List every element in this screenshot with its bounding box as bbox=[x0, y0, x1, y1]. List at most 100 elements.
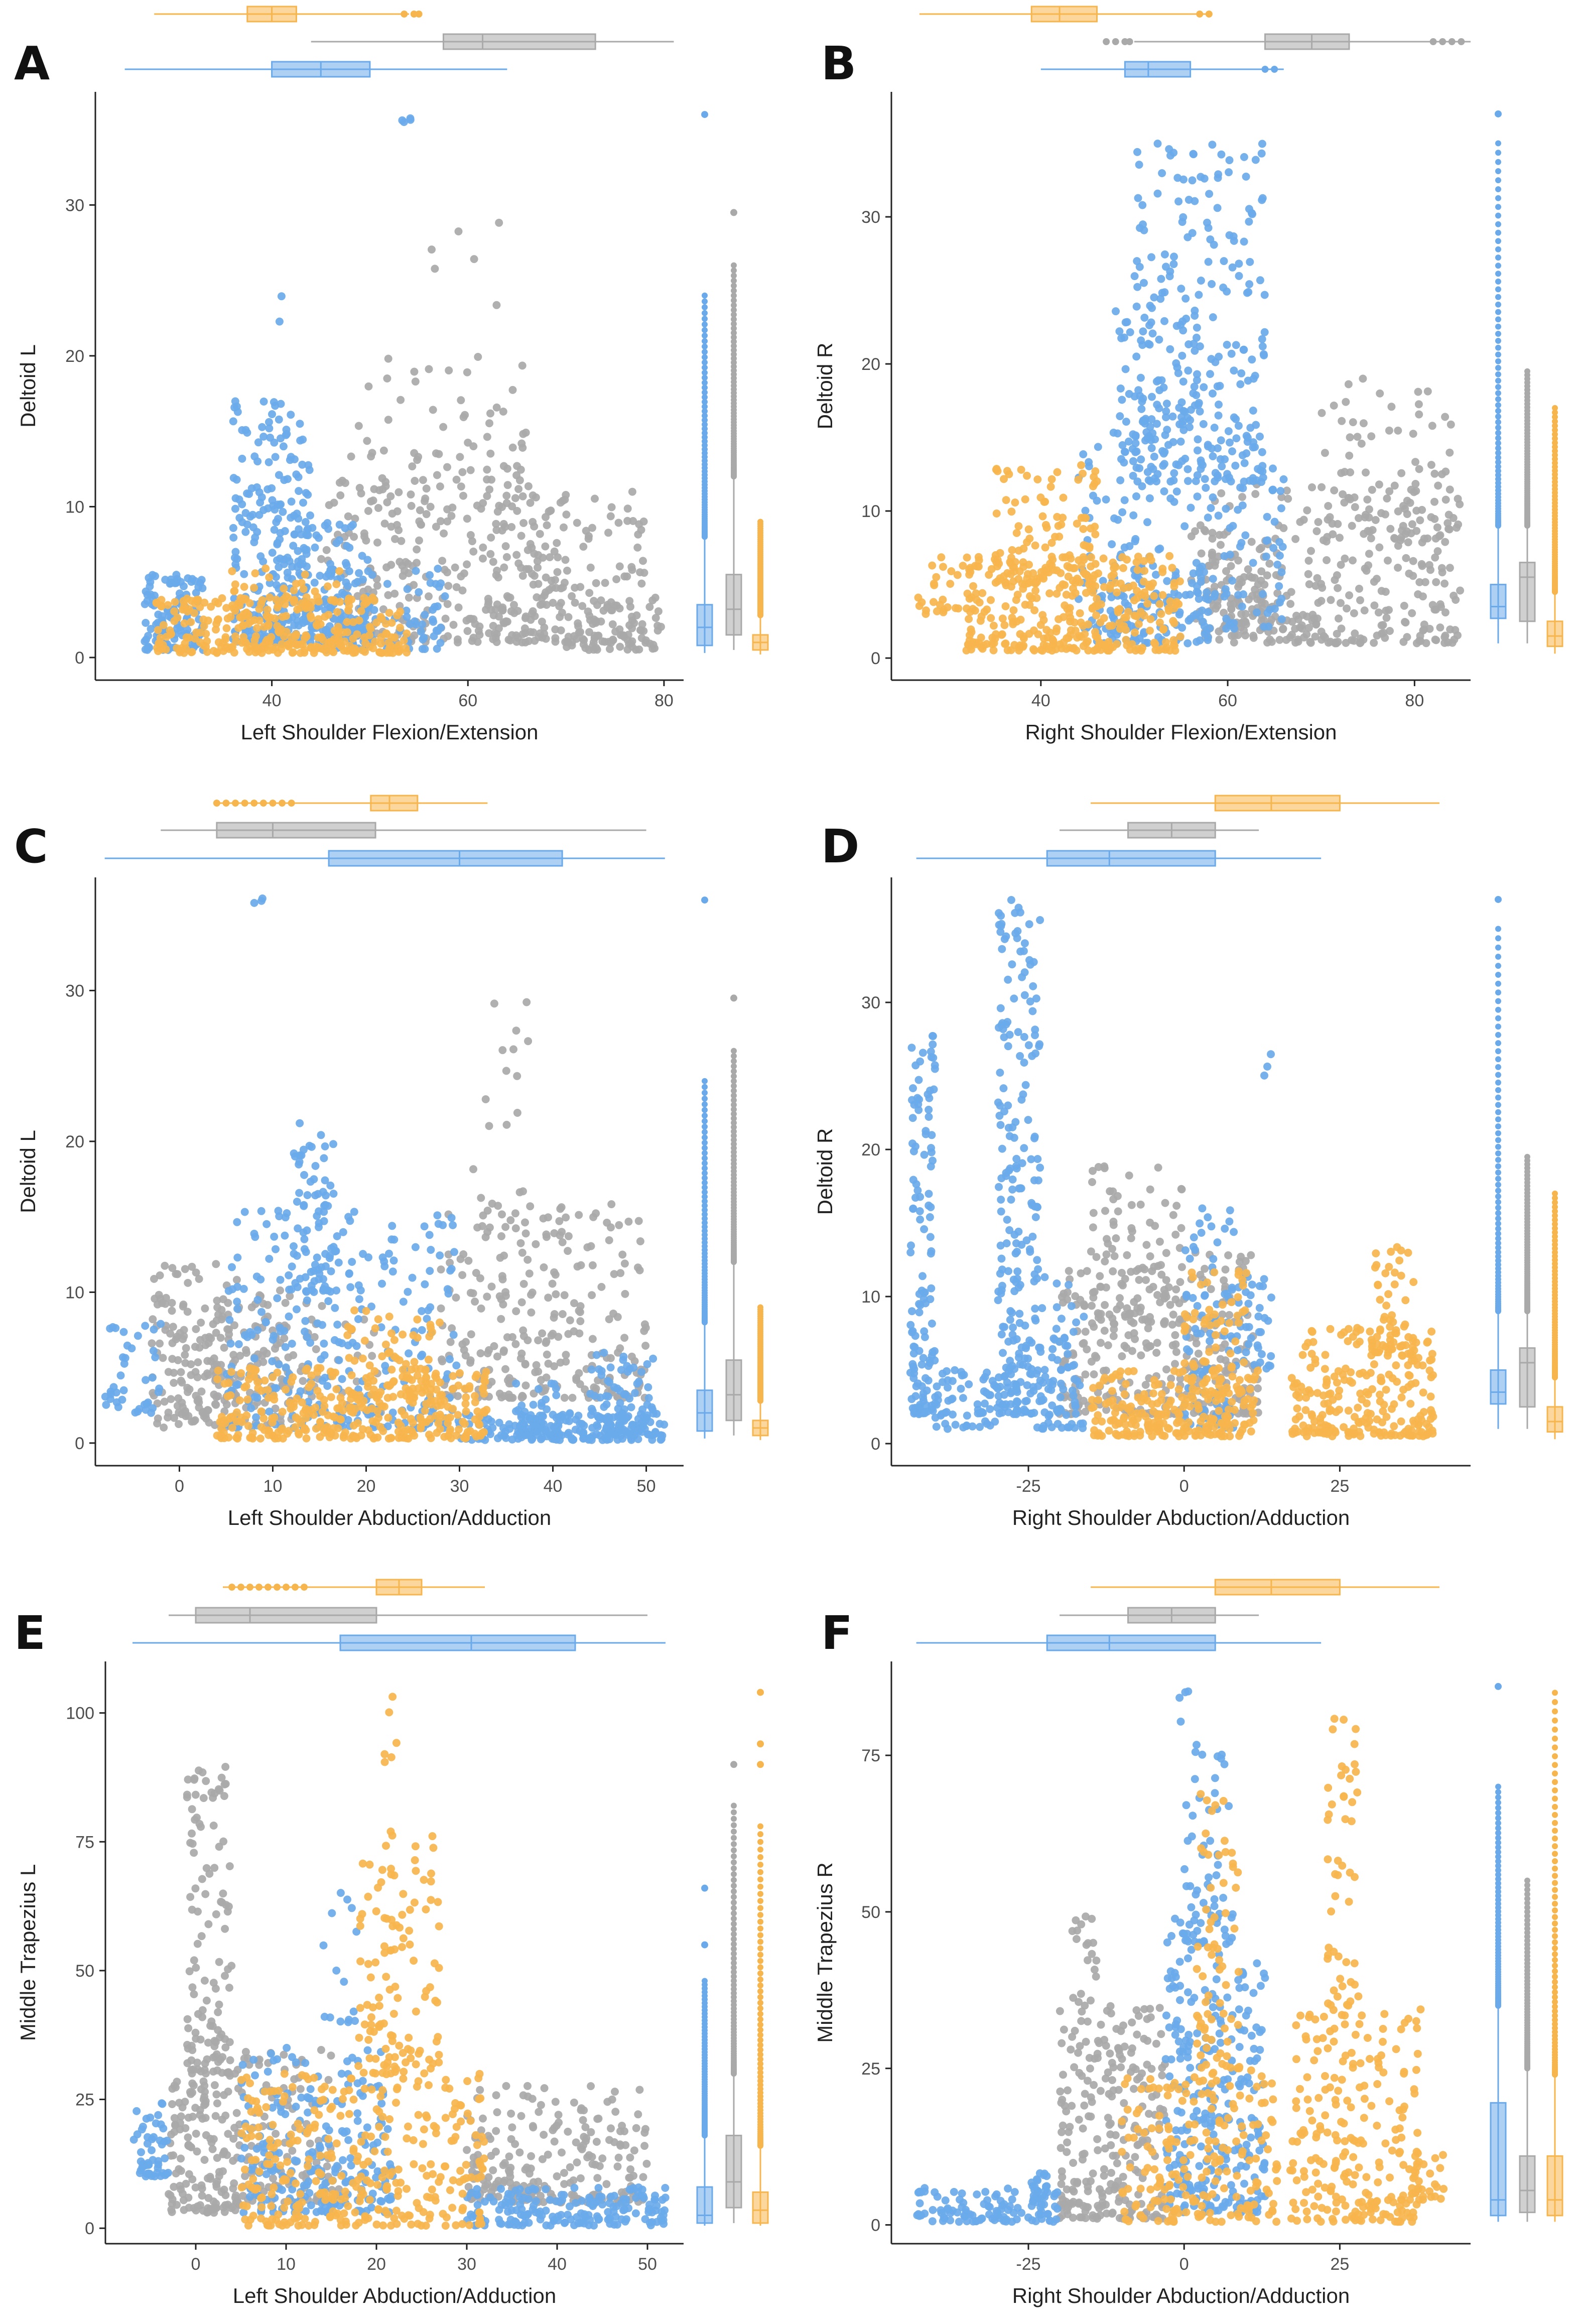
point-gray bbox=[564, 638, 572, 647]
point-blue bbox=[1116, 476, 1125, 484]
point-blue bbox=[1203, 588, 1211, 597]
point-gray bbox=[577, 1261, 585, 1269]
point-blue bbox=[192, 589, 200, 597]
point-blue bbox=[296, 1274, 304, 1283]
point-blue bbox=[1193, 376, 1201, 384]
point-gray bbox=[439, 423, 448, 431]
point-gray bbox=[1441, 495, 1450, 504]
point-blue bbox=[1195, 595, 1203, 603]
point-blue bbox=[1257, 149, 1266, 158]
point-gray bbox=[620, 1334, 629, 1342]
point-blue bbox=[183, 626, 192, 634]
point-blue bbox=[624, 1412, 632, 1421]
point-blue bbox=[1205, 190, 1214, 198]
point-blue bbox=[274, 1207, 283, 1215]
point-gray bbox=[634, 1263, 642, 1272]
point-blue bbox=[1163, 577, 1171, 585]
point-gray bbox=[1356, 596, 1364, 604]
point-orange bbox=[1018, 579, 1026, 588]
point-gray bbox=[502, 1120, 511, 1129]
point-gray bbox=[1399, 637, 1408, 646]
point-blue bbox=[1190, 382, 1199, 391]
y-tick-label-b: 30 bbox=[861, 208, 880, 227]
point-gray bbox=[289, 1351, 298, 1359]
y-marginal-outlier bbox=[1495, 168, 1501, 174]
point-orange bbox=[1079, 642, 1088, 651]
point-gray bbox=[1321, 449, 1329, 457]
y-marginal-outlier bbox=[1495, 246, 1501, 252]
point-orange bbox=[335, 567, 344, 575]
point-gray bbox=[1344, 380, 1353, 389]
point-gray bbox=[347, 452, 355, 461]
y-tick-label-b: 20 bbox=[861, 355, 880, 374]
point-gray bbox=[518, 1392, 527, 1401]
point-blue bbox=[265, 1254, 274, 1263]
point-gray bbox=[474, 626, 483, 635]
point-blue bbox=[271, 453, 280, 461]
point-orange bbox=[1074, 475, 1083, 484]
point-gray bbox=[477, 1194, 485, 1202]
point-blue bbox=[600, 1403, 608, 1411]
point-blue bbox=[197, 576, 206, 584]
point-gray bbox=[546, 553, 554, 562]
point-blue bbox=[348, 1339, 357, 1347]
point-gray bbox=[615, 1221, 623, 1229]
point-blue bbox=[283, 430, 291, 438]
point-orange bbox=[1155, 618, 1164, 627]
point-gray bbox=[534, 563, 542, 572]
point-gray bbox=[410, 367, 419, 376]
y-marginal-outlier bbox=[1495, 450, 1501, 456]
point-blue bbox=[1239, 484, 1247, 492]
point-gray bbox=[367, 497, 375, 505]
point-gray bbox=[585, 589, 594, 597]
point-blue bbox=[272, 581, 281, 589]
point-blue bbox=[1225, 156, 1234, 165]
point-blue bbox=[268, 410, 276, 419]
point-blue bbox=[1279, 475, 1288, 483]
point-gray bbox=[166, 1329, 175, 1338]
point-gray bbox=[495, 1292, 504, 1301]
point-orange bbox=[311, 587, 319, 596]
point-orange bbox=[1106, 584, 1114, 593]
point-orange bbox=[1059, 513, 1067, 522]
point-blue bbox=[342, 559, 350, 567]
point-orange bbox=[1001, 640, 1009, 648]
y-marginal-outlier bbox=[1495, 177, 1501, 184]
point-orange bbox=[989, 621, 998, 630]
point-blue bbox=[494, 1434, 502, 1443]
point-orange bbox=[1123, 641, 1131, 650]
point-orange bbox=[290, 596, 298, 605]
y-marginal-outlier bbox=[1495, 430, 1501, 436]
point-blue bbox=[421, 610, 429, 619]
y-marginal-outlier bbox=[702, 310, 708, 316]
point-gray bbox=[538, 617, 546, 626]
point-blue bbox=[158, 612, 166, 620]
point-gray bbox=[1349, 418, 1357, 427]
point-gray bbox=[1445, 448, 1454, 457]
y-marginal-outlier bbox=[1495, 463, 1501, 470]
y-marginal-outlier bbox=[1495, 472, 1501, 478]
point-gray bbox=[325, 501, 333, 509]
point-orange bbox=[969, 582, 977, 590]
point-blue bbox=[321, 1176, 329, 1185]
y-marginal-boxplot-orange-b bbox=[1546, 405, 1563, 654]
point-gray bbox=[153, 1300, 162, 1309]
point-blue bbox=[1249, 407, 1257, 415]
point-orange bbox=[1109, 570, 1118, 579]
point-gray bbox=[484, 594, 492, 603]
point-blue bbox=[1228, 447, 1236, 456]
point-gray bbox=[1294, 615, 1302, 623]
point-gray bbox=[1386, 525, 1395, 533]
point-orange bbox=[317, 633, 326, 641]
point-gray bbox=[502, 553, 511, 561]
point-blue bbox=[1262, 552, 1270, 561]
point-blue bbox=[1228, 576, 1236, 585]
point-gray bbox=[573, 519, 581, 527]
point-gray bbox=[432, 523, 440, 531]
point-gray bbox=[542, 1337, 551, 1346]
y-marginal-outlier bbox=[1552, 414, 1558, 420]
point-gray bbox=[1432, 636, 1440, 644]
y-marginal-outlier bbox=[1552, 435, 1558, 442]
point-gray bbox=[1257, 567, 1266, 576]
point-blue bbox=[655, 1419, 664, 1428]
